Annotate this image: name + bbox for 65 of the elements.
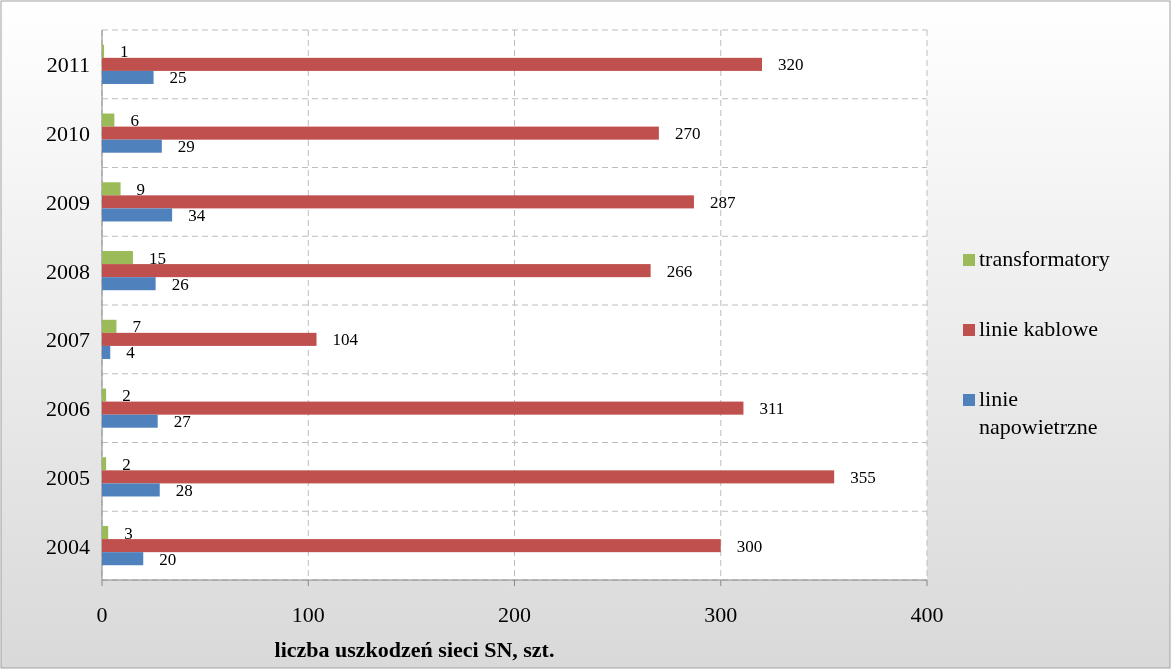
- bar: [102, 470, 835, 484]
- x-tick-label: 300: [704, 602, 738, 627]
- data-label: 2: [122, 386, 131, 406]
- data-label: 287: [709, 192, 736, 212]
- data-label: 4: [126, 343, 136, 363]
- bar: [102, 539, 721, 553]
- data-label: 9: [136, 179, 146, 199]
- bar: [102, 552, 144, 566]
- bar: [102, 139, 162, 153]
- y-tick-label: 2008: [46, 258, 90, 284]
- bar: [102, 195, 694, 209]
- legend-label: transformatory: [979, 246, 1110, 271]
- bar: [102, 70, 154, 84]
- bar: [102, 264, 651, 278]
- bar: [102, 388, 107, 402]
- bar: [102, 277, 156, 291]
- data-label: 26: [171, 274, 189, 294]
- bar: [102, 414, 158, 428]
- data-label: 29: [177, 137, 195, 157]
- data-label: 320: [778, 55, 804, 75]
- bar: [102, 113, 115, 127]
- bar: [102, 345, 111, 359]
- y-tick-label: 2009: [46, 189, 90, 215]
- y-tick-label: 2004: [46, 533, 90, 559]
- data-label: 266: [666, 261, 693, 281]
- data-label: 15: [148, 248, 166, 268]
- x-tick-label: 200: [498, 602, 531, 627]
- bar: [102, 126, 659, 140]
- data-label: 355: [850, 467, 876, 487]
- data-label: 28: [175, 480, 193, 500]
- data-label: 34: [188, 205, 206, 225]
- data-label: 2: [122, 454, 131, 474]
- data-label: 27: [173, 412, 192, 432]
- data-label: 7: [132, 317, 142, 337]
- bar: [102, 483, 160, 497]
- legend-label: linie napowietrzne: [979, 386, 1098, 439]
- bar: [102, 526, 109, 540]
- x-tick-label: 0: [96, 602, 108, 627]
- y-tick-label: 2011: [46, 52, 90, 78]
- y-tick-label: 2005: [46, 464, 90, 490]
- x-axis-title: liczba uszkodzeń sieci SN, szt.: [274, 637, 555, 662]
- data-label: 270: [674, 124, 701, 144]
- x-tick-label: 400: [910, 602, 944, 627]
- x-tick-label: 100: [291, 602, 325, 627]
- data-label: 311: [759, 399, 785, 419]
- data-label: 25: [169, 68, 187, 88]
- bar: [102, 57, 762, 71]
- data-label: 300: [736, 536, 763, 556]
- y-tick-label: 2007: [46, 327, 90, 353]
- data-label: 104: [332, 330, 359, 350]
- bar: [102, 401, 744, 415]
- bar: [102, 319, 117, 333]
- bar: [102, 251, 133, 265]
- data-label: 20: [159, 549, 177, 569]
- legend-label: linie kablowe: [979, 316, 1099, 341]
- bar: [102, 44, 105, 58]
- bar: [102, 208, 173, 222]
- bar: [102, 457, 107, 471]
- y-tick-label: 2010: [46, 121, 90, 147]
- data-label: 1: [120, 42, 129, 62]
- data-label: 3: [124, 523, 133, 543]
- y-tick-label: 2006: [46, 396, 90, 422]
- data-label: 6: [130, 111, 139, 131]
- bar: [102, 332, 317, 346]
- bar: [102, 182, 121, 196]
